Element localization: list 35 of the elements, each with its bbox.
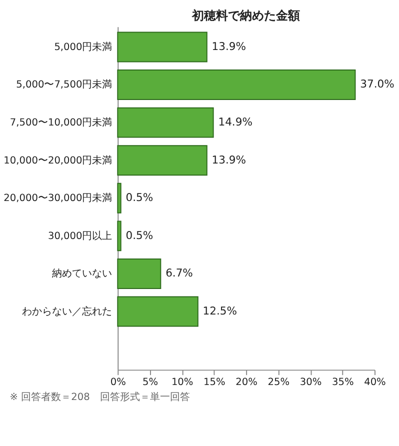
bar bbox=[117, 70, 356, 100]
x-tick-label: 5% bbox=[142, 376, 158, 388]
x-tick-label: 20% bbox=[236, 376, 258, 388]
bar bbox=[117, 107, 214, 138]
bar bbox=[117, 145, 208, 176]
data-label: 13.9% bbox=[212, 40, 246, 53]
data-label: 13.9% bbox=[212, 153, 246, 166]
bar bbox=[117, 182, 122, 214]
bar bbox=[117, 220, 122, 252]
data-label: 0.5% bbox=[126, 191, 154, 204]
y-tick-label: 7,500〜10,000円未満 bbox=[10, 116, 112, 128]
y-tick-label: 納めていない bbox=[52, 268, 112, 280]
x-tick-label: 10% bbox=[171, 376, 194, 388]
data-label: 37.0% bbox=[360, 78, 394, 91]
x-tick-label: 0% bbox=[110, 376, 126, 388]
y-tick-label: 20,000〜30,000円未満 bbox=[4, 192, 112, 204]
x-tick-label: 30% bbox=[300, 376, 322, 388]
bar bbox=[117, 258, 162, 289]
chart-title: 初穂料で納めた金額 bbox=[191, 8, 300, 23]
data-label: 6.7% bbox=[166, 266, 193, 280]
data-label: 12.5% bbox=[202, 304, 238, 318]
bar bbox=[117, 32, 208, 62]
x-tick-label: 25% bbox=[268, 376, 290, 388]
x-tick-label: 15% bbox=[204, 376, 226, 388]
y-tick-label: 10,000〜20,000円未満 bbox=[4, 154, 112, 166]
bar bbox=[117, 296, 198, 327]
y-tick-label: わからない／忘れた bbox=[22, 305, 112, 318]
x-tick-label: 35% bbox=[332, 376, 354, 388]
y-tick-label: 30,000円以上 bbox=[48, 230, 112, 242]
x-tick-label: 40% bbox=[364, 376, 386, 388]
y-tick-label: 5,000〜7,500円未満 bbox=[16, 78, 112, 91]
text: ※ 回答者数＝208 回答形式＝単一回答 bbox=[10, 391, 190, 404]
data-label: 0.5% bbox=[126, 228, 154, 242]
y-tick-label: 5,000円未満 bbox=[54, 40, 112, 53]
data-label: 14.9% bbox=[218, 116, 252, 128]
